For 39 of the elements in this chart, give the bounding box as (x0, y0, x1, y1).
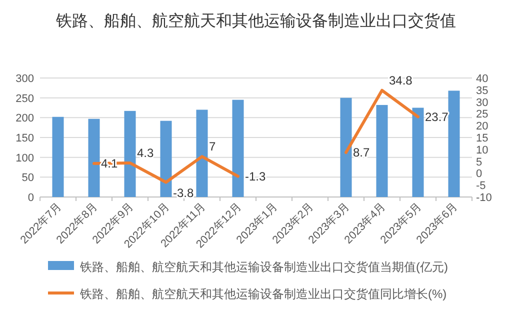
y2-tick-label: 30 (476, 96, 488, 109)
bar (412, 108, 424, 197)
y-tick-label: 0 (28, 192, 34, 204)
y-tick-label: 100 (16, 152, 34, 164)
data-label: 23.7 (425, 110, 449, 124)
y2-tick-label: 25 (476, 108, 488, 121)
data-label: -1.3 (245, 169, 266, 184)
bar (88, 118, 100, 197)
y2-tick-label: 10 (476, 144, 488, 156)
y-tick-label: 200 (16, 112, 34, 125)
y2-tick-label: 35 (476, 84, 488, 97)
bar (448, 90, 460, 197)
legend-label: 铁路、船舶、航空航天和其他运输设备制造业出口交货值当期值(亿元) (79, 260, 448, 274)
y2-tick-label: 40 (476, 73, 488, 85)
bar (160, 120, 172, 197)
y2-tick-label: 0 (476, 168, 482, 180)
bar (340, 98, 352, 197)
bar (376, 104, 388, 197)
y-tick-label: 300 (16, 73, 34, 85)
legend-label: 铁路、船舶、航空航天和其他运输设备制造业出口交货值同比增长(%) (79, 287, 447, 301)
bar (196, 110, 208, 197)
y-tick-label: 250 (16, 92, 34, 105)
chart-title: 铁路、船舶、航空航天和其他运输设备制造业出口交货值 (55, 12, 456, 30)
data-label: 8.7 (353, 145, 370, 160)
bar (124, 110, 136, 197)
data-label: 34.8 (389, 73, 413, 88)
data-label: 4.3 (137, 146, 154, 160)
data-label: 4.1 (101, 156, 118, 170)
y-tick-label: 50 (22, 172, 34, 184)
bar (232, 100, 244, 197)
y2-tick-label: -10 (476, 192, 492, 204)
y2-tick-label: 20 (476, 120, 488, 133)
data-label: -3.8 (173, 186, 194, 200)
y-tick-label: 150 (16, 132, 34, 144)
y2-tick-label: 5 (476, 156, 482, 168)
y2-tick-label: -5 (476, 180, 486, 192)
data-label: 7 (209, 140, 216, 154)
bar (52, 116, 64, 197)
y2-tick-label: 15 (476, 132, 488, 144)
